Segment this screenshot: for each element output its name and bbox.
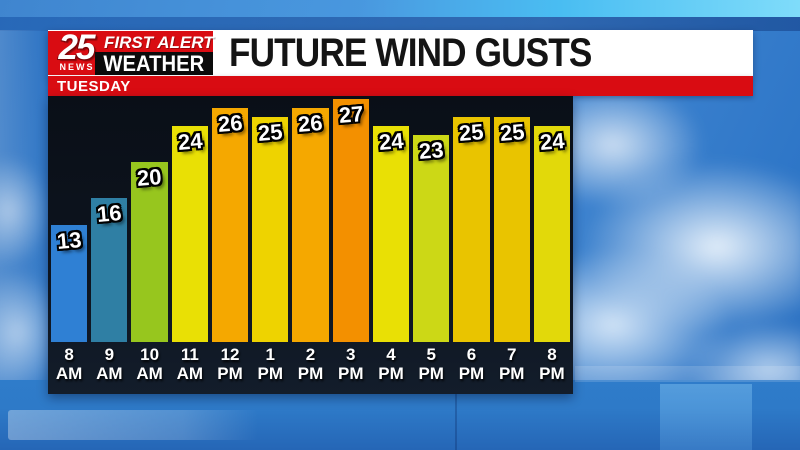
x-axis-label-6-pm: 6 PM xyxy=(458,345,485,384)
bar-3-pm: 27 xyxy=(332,99,369,342)
x-axis-label-8-pm: 8 PM xyxy=(539,345,565,384)
bar-6-pm: 25 xyxy=(453,117,490,342)
bar-value-label-9-am: 16 xyxy=(96,199,123,228)
sky-right-band xyxy=(575,366,800,382)
x-axis-label-3-pm: 3 PM xyxy=(338,345,364,384)
chart-panel: 13 16 20 24 26 25 26 27 24 23 25 25 24 8 AM 9 AM 10 AM 11 A… xyxy=(48,96,573,394)
sky-bottom-panel xyxy=(660,384,752,450)
sky-top-streak xyxy=(0,0,800,17)
clouds-right xyxy=(548,70,800,410)
x-axis-label-7-pm: 7 PM xyxy=(498,345,525,384)
bar-value-label-3-pm: 27 xyxy=(337,100,365,129)
bar-2-pm: 26 xyxy=(292,108,329,342)
x-axis-label-2-pm: 2 PM xyxy=(297,345,324,384)
bar-8-am: 13 xyxy=(51,225,88,342)
sky-bottom-seam xyxy=(455,380,457,450)
x-axis-label-1-pm: 1 PM xyxy=(257,345,284,384)
bar-value-label-8-am: 13 xyxy=(55,226,83,255)
bar-value-label-7-pm: 25 xyxy=(498,118,526,147)
channel-name: NEWS xyxy=(59,62,95,72)
x-axis-label-10-am: 10 AM xyxy=(136,345,163,384)
page-title: FUTURE WIND GUSTS xyxy=(229,30,592,75)
bar-value-label-6-pm: 25 xyxy=(458,118,485,147)
day-banner: TUESDAY xyxy=(48,76,753,96)
x-axis-label-11-am: 11 AM xyxy=(176,345,204,384)
x-axis-label-8-am: 8 AM xyxy=(55,345,83,384)
day-banner-label: TUESDAY xyxy=(57,77,131,95)
weather-label: WEATHER xyxy=(103,50,205,76)
bar-chart: 13 16 20 24 26 25 26 27 24 23 25 25 24 xyxy=(48,96,573,342)
bar-4-pm: 24 xyxy=(372,126,410,342)
sky-bottom-streak xyxy=(8,410,258,440)
station-logo: 25 NEWS FIRST ALERT WEATHER xyxy=(48,28,214,76)
x-axis-label-5-pm: 5 PM xyxy=(418,345,444,384)
bar-10-am: 20 xyxy=(131,162,168,342)
weather-label-box: WEATHER xyxy=(95,50,213,76)
header-bar: 25 NEWS FIRST ALERT WEATHER FUTURE WIND … xyxy=(48,28,753,76)
bar-12-pm: 26 xyxy=(211,108,249,342)
bar-value-label-5-pm: 23 xyxy=(418,136,445,165)
sky-top-band xyxy=(0,17,800,31)
bar-value-label-11-am: 24 xyxy=(176,127,204,156)
x-axis-label-12-pm: 12 PM xyxy=(217,345,243,384)
bar-11-am: 24 xyxy=(171,126,208,342)
bar-value-label-8-pm: 24 xyxy=(538,127,566,156)
bar-8-pm: 24 xyxy=(533,126,571,342)
bar-value-label-10-am: 20 xyxy=(136,163,163,192)
x-axis-label-4-pm: 4 PM xyxy=(378,345,404,384)
bar-value-label-12-pm: 26 xyxy=(216,109,244,138)
bar-9-am: 16 xyxy=(91,198,128,342)
bar-7-pm: 25 xyxy=(493,117,530,342)
channel-number: 25 xyxy=(58,28,96,67)
bar-1-pm: 25 xyxy=(252,117,289,342)
bar-5-pm: 23 xyxy=(413,135,450,342)
x-axis-label-9-am: 9 AM xyxy=(96,345,123,384)
bar-value-label-1-pm: 25 xyxy=(257,118,284,147)
bar-value-label-2-pm: 26 xyxy=(297,109,324,138)
first-alert-label: FIRST ALERT xyxy=(104,33,214,52)
bar-value-label-4-pm: 24 xyxy=(377,127,405,156)
x-axis-labels: 8 AM 9 AM 10 AM 11 AM 12 PM 1 PM 2 PM 3 PM 4 PM 5 PM 6 PM 7 PM 8… xyxy=(48,345,573,389)
